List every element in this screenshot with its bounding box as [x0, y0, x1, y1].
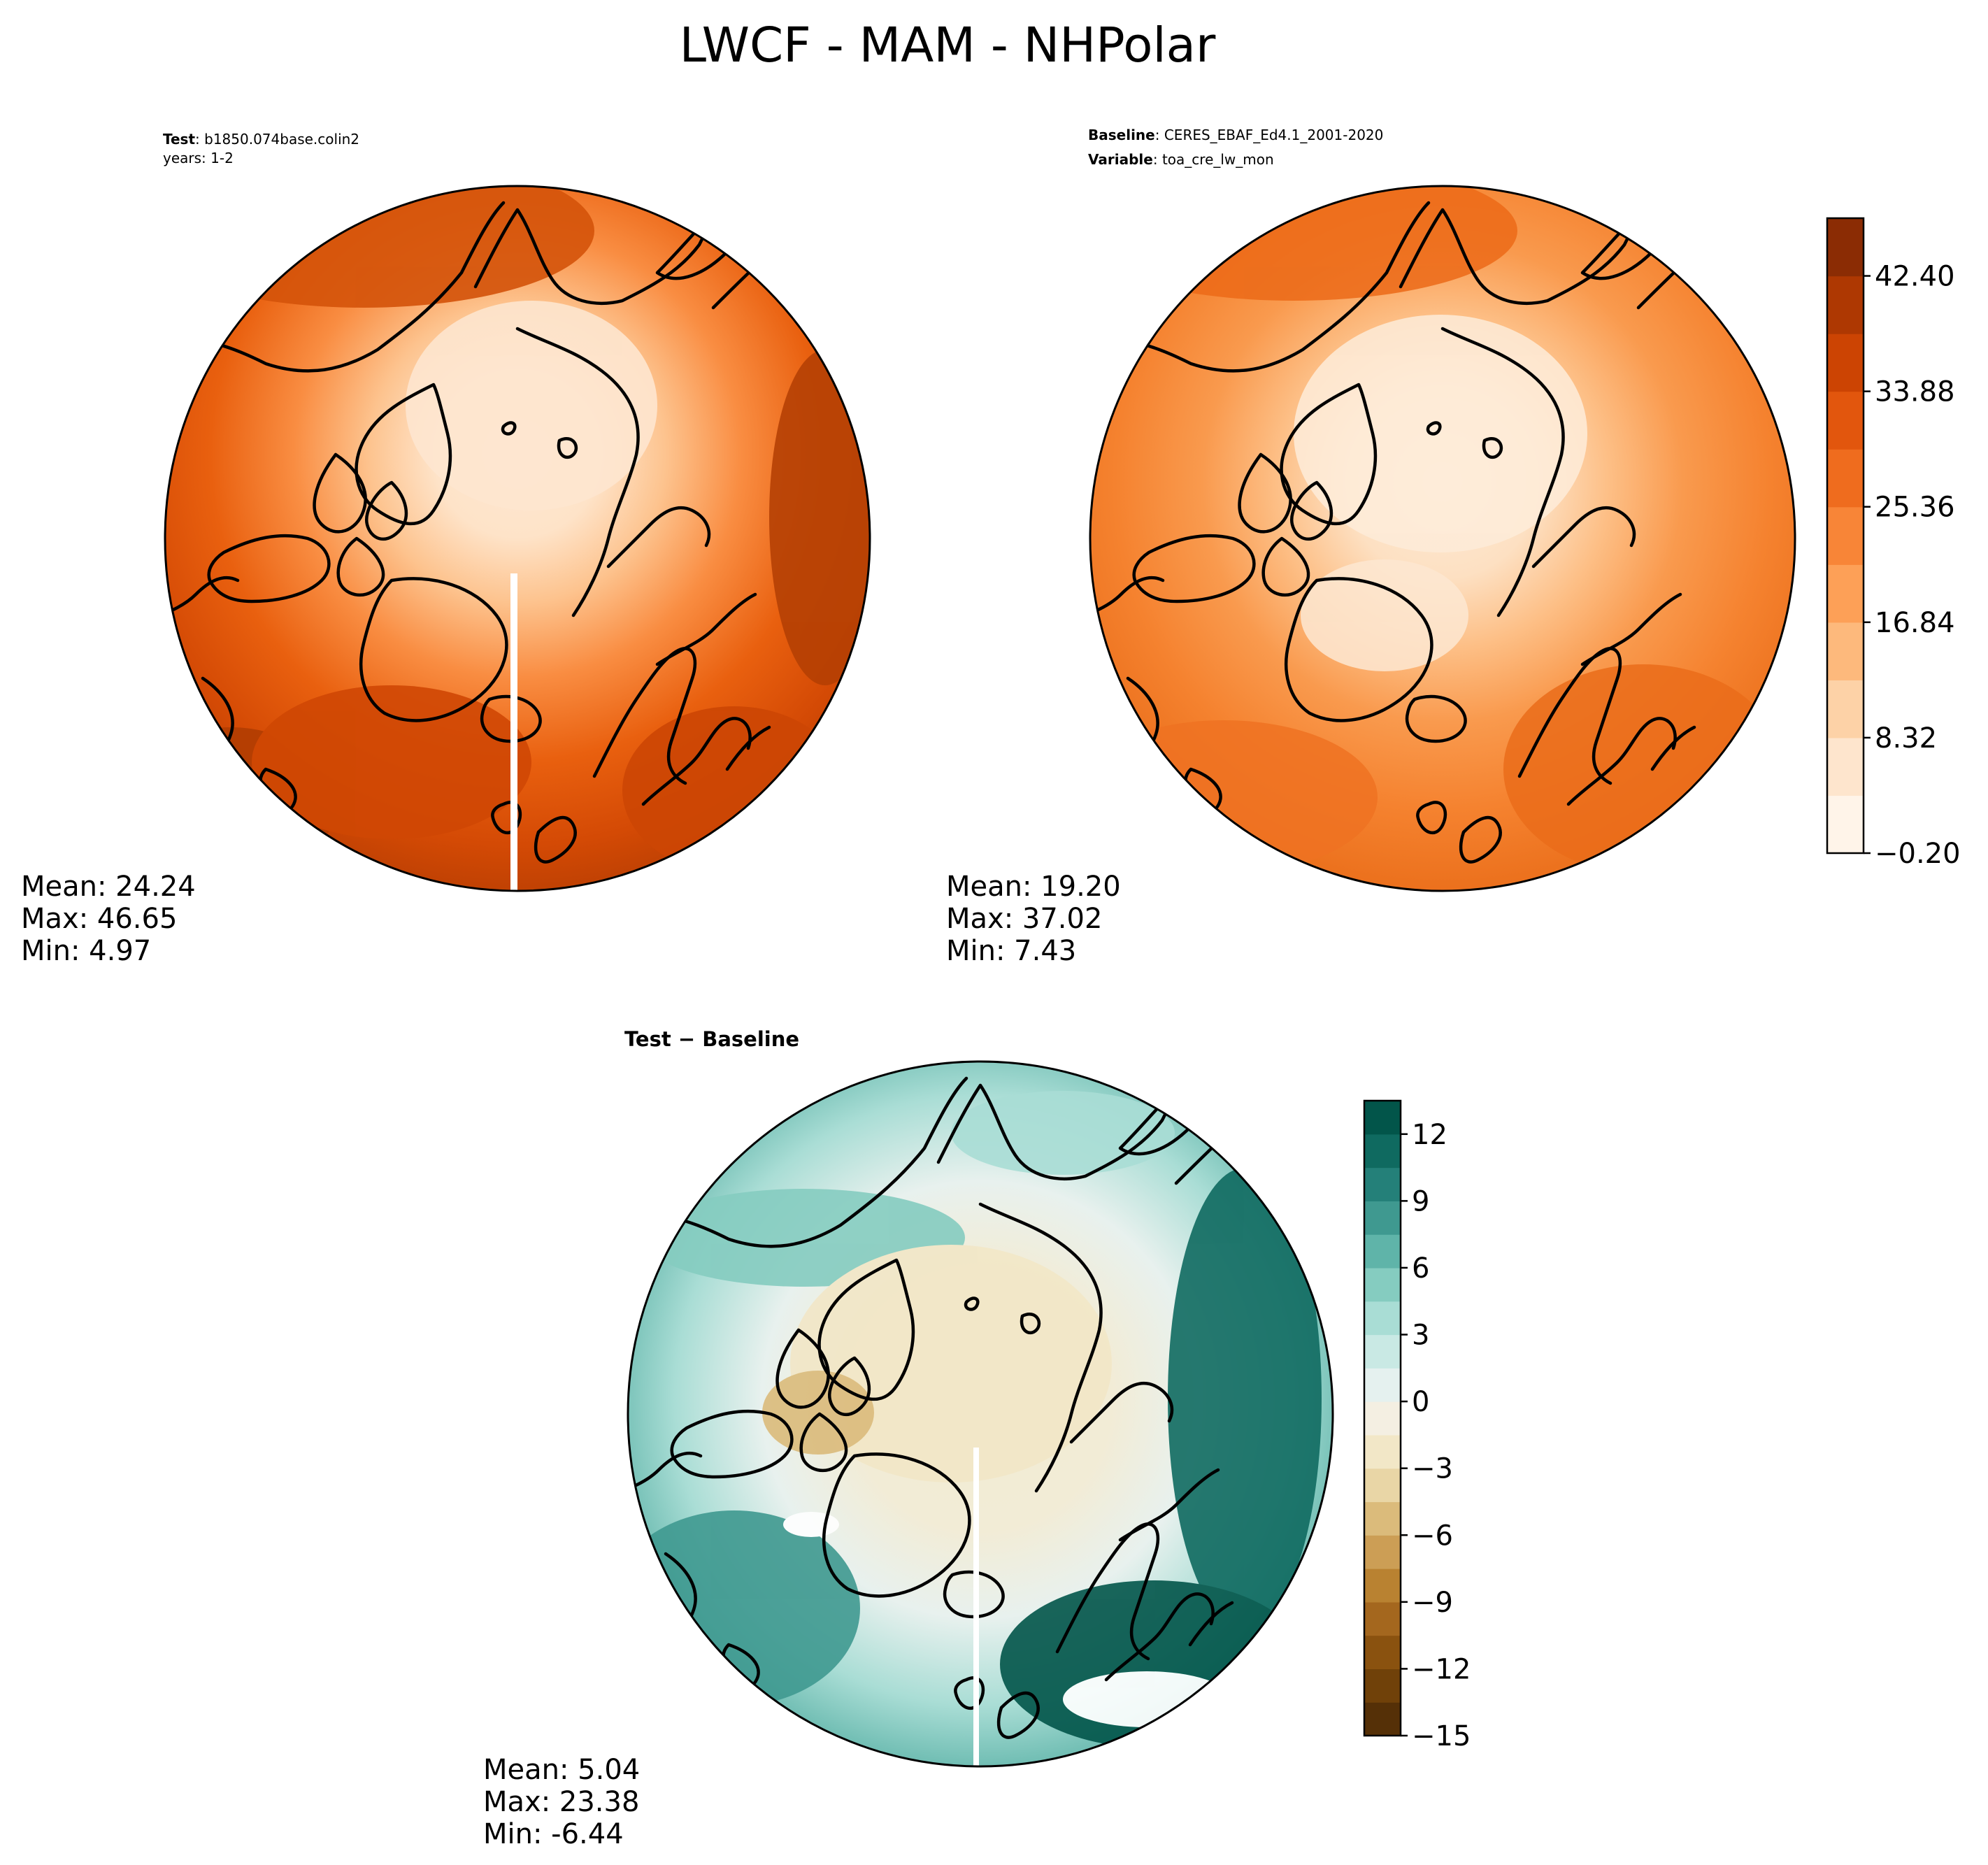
test-stat-max: Max: 46.65 [21, 903, 177, 935]
colorbar-main-band [1827, 218, 1864, 277]
difference-stat-max: Max: 23.38 [483, 1786, 639, 1818]
colorbar-diff-tick-label: 6 [1412, 1252, 1429, 1285]
colorbar-diff-tick-label: 0 [1412, 1386, 1429, 1418]
difference-stat-min: Min: -6.44 [483, 1818, 624, 1850]
colorbar-diff-band [1364, 1401, 1401, 1436]
colorbar-main-band [1827, 564, 1864, 623]
colorbar-main-band [1827, 506, 1864, 565]
colorbar-main-band [1827, 391, 1864, 450]
difference-map [628, 1062, 1333, 1766]
colorbar-diff-frame [1363, 1099, 1402, 1737]
colorbar-main-tick-label: 8.32 [1875, 722, 1937, 755]
colorbar-main-band [1827, 622, 1864, 680]
colorbar-diff-tick-label: −3 [1412, 1453, 1453, 1485]
figure-title: LWCF - MAM - NHPolar [680, 17, 1216, 73]
colorbar-main-tick-label: 25.36 [1875, 492, 1955, 524]
colorbar-diff-tick-label: 9 [1412, 1185, 1429, 1217]
colorbar-diff-band [1364, 1569, 1401, 1603]
colorbar-diff-band [1364, 1368, 1401, 1402]
colorbar-diff-band [1364, 1334, 1401, 1369]
colorbar-diff-band [1364, 1501, 1401, 1536]
colorbar-diff-band [1364, 1134, 1401, 1169]
baseline-map [1090, 186, 1795, 891]
colorbar-main-band [1827, 680, 1864, 738]
colorbar-main-tick-label: 16.84 [1875, 607, 1955, 639]
colorbar-diff-tick-label: 12 [1412, 1119, 1447, 1151]
colorbar-diff-tick-label: 3 [1412, 1320, 1429, 1352]
colorbar-diff-band [1364, 1301, 1401, 1336]
colorbar-main-band [1827, 795, 1864, 854]
colorbar-diff-band [1364, 1535, 1401, 1569]
baseline-header-line-2: Variable: toa_cre_lw_mon [1088, 151, 1274, 168]
baseline-stat-min: Min: 7.43 [946, 935, 1076, 967]
colorbar-diff-tick-label: −6 [1412, 1520, 1453, 1552]
colorbar-diff-band [1364, 1635, 1401, 1670]
colorbar-main-band [1827, 334, 1864, 392]
colorbar-main-band [1827, 449, 1864, 508]
test-header-line-1: Test: b1850.074base.colin2 [163, 131, 359, 148]
colorbar-diff-band [1364, 1167, 1401, 1201]
colorbar-difference: −15 −12 −9 −6 −3 0 3 6 9 12 [1363, 1099, 1471, 1752]
colorbar-main-frame [1826, 217, 1865, 855]
colorbar-main-tick-label: 33.88 [1875, 376, 1955, 408]
colorbar-diff-band [1364, 1101, 1401, 1135]
colorbar-diff-band [1364, 1702, 1401, 1736]
test-header-line-2: years: 1-2 [163, 150, 234, 166]
colorbar-main: −0.20 8.32 16.84 25.36 33.88 42.40 [1826, 217, 1961, 870]
difference-header: Test − Baseline [624, 1027, 799, 1051]
colorbar-diff-band [1364, 1234, 1401, 1269]
colorbar-main-tick-label: −0.20 [1875, 838, 1961, 870]
colorbar-diff-band [1364, 1267, 1401, 1302]
difference-stat-mean: Mean: 5.04 [483, 1754, 640, 1786]
baseline-stat-max: Max: 37.02 [946, 903, 1102, 935]
colorbar-diff-band [1364, 1601, 1401, 1636]
panel-test: Test: b1850.074base.colin2 years: 1-2 Me… [21, 131, 871, 967]
panel-difference: Test − Baseline Mean: 5.04 Max: 23.38 Mi… [483, 1027, 1334, 1850]
colorbar-diff-band [1364, 1434, 1401, 1469]
colorbar-diff-tick-label: −12 [1412, 1653, 1471, 1685]
colorbar-diff-tick-label: −15 [1412, 1720, 1471, 1752]
test-stat-mean: Mean: 24.24 [21, 871, 196, 903]
colorbar-diff-band [1364, 1468, 1401, 1503]
test-stat-min: Min: 4.97 [21, 935, 151, 967]
colorbar-diff-band [1364, 1201, 1401, 1235]
colorbar-diff-band [1364, 1669, 1401, 1703]
colorbar-main-band [1827, 737, 1864, 796]
colorbar-main-tick-label: 42.40 [1875, 261, 1955, 293]
colorbar-diff-tick-label: −9 [1412, 1587, 1453, 1619]
baseline-stat-mean: Mean: 19.20 [946, 871, 1121, 903]
colorbar-main-band [1827, 276, 1864, 334]
baseline-header-line-1: Baseline: CERES_EBAF_Ed4.1_2001-2020 [1088, 127, 1383, 143]
panel-baseline: Baseline: CERES_EBAF_Ed4.1_2001-2020 Var… [946, 127, 1796, 967]
test-map [165, 186, 870, 891]
